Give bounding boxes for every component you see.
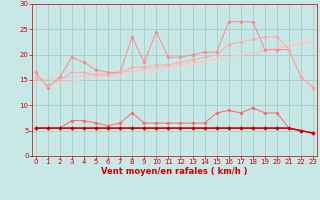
X-axis label: Vent moyen/en rafales ( km/h ): Vent moyen/en rafales ( km/h ) xyxy=(101,167,248,176)
